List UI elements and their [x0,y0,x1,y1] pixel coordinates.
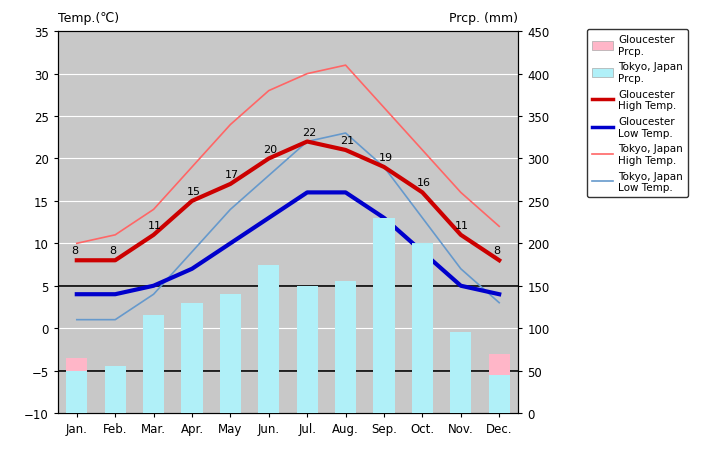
Bar [181,367,202,413]
Text: 20: 20 [264,144,277,154]
Bar [143,367,164,413]
Bar [220,295,241,413]
Bar [489,375,510,413]
Text: 11: 11 [455,220,469,230]
Bar [143,316,164,413]
Text: Prcp. (mm): Prcp. (mm) [449,11,518,24]
Text: 11: 11 [148,220,162,230]
Text: 17: 17 [225,170,239,179]
Bar [104,367,126,413]
Bar [374,367,395,413]
Text: Temp.(℃): Temp.(℃) [58,11,119,24]
Text: 22: 22 [302,127,316,137]
Bar [181,303,202,413]
Text: 16: 16 [417,178,431,188]
Text: 15: 15 [186,186,200,196]
Bar [220,367,241,413]
Text: 19: 19 [379,153,392,162]
Text: 8: 8 [109,246,117,256]
Bar [335,358,356,413]
Text: 21: 21 [340,136,354,146]
Bar [297,286,318,413]
Bar [66,358,87,413]
Bar [450,333,472,413]
Bar [66,371,87,413]
Bar [297,367,318,413]
Bar [258,362,279,413]
Bar [335,282,356,413]
Text: 8: 8 [71,246,78,256]
Bar [412,354,433,413]
Bar [489,354,510,413]
Bar [104,371,126,413]
Legend: Gloucester
Prcp., Tokyo, Japan
Prcp., Gloucester
High Temp., Gloucester
Low Temp: Gloucester Prcp., Tokyo, Japan Prcp., Gl… [587,30,688,198]
Text: 8: 8 [494,246,501,256]
Bar [258,265,279,413]
Bar [374,218,395,413]
Bar [412,244,433,413]
Bar [450,345,472,413]
